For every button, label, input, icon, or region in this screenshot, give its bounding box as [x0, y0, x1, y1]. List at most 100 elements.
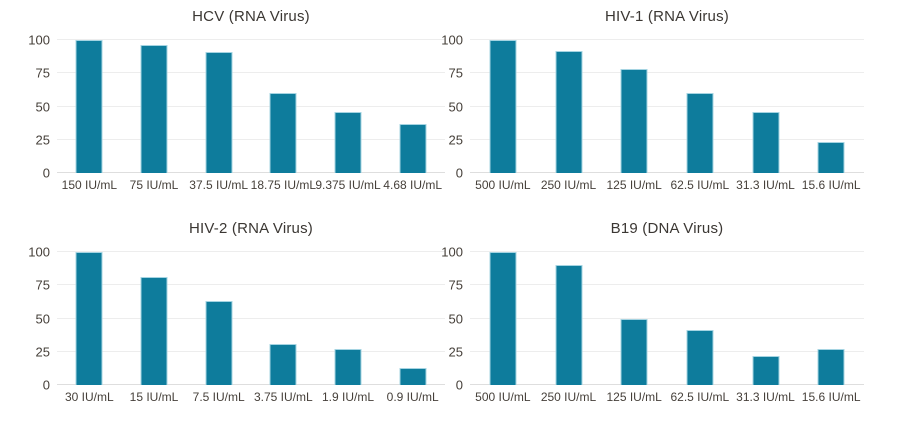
bar — [399, 123, 427, 173]
bar — [399, 367, 427, 385]
gridline — [57, 317, 445, 319]
x-axis-line — [470, 384, 864, 385]
gridline — [470, 350, 864, 352]
x-axis-category-label: 4.68 IU/mL — [383, 178, 443, 192]
x-axis-category-label: 7.5 IU/mL — [192, 390, 245, 404]
y-axis-tick-label: 25 — [448, 132, 463, 148]
gridline — [470, 251, 864, 252]
gridline — [57, 105, 445, 107]
gridline — [470, 105, 864, 107]
gridline — [470, 72, 864, 74]
chart-panel-hiv1: HIV-1 (RNA Virus) 0 25 50 75 100 500 IU/mL 250… — [441, 0, 900, 212]
gridline — [57, 39, 445, 40]
gridline — [57, 350, 445, 352]
bar — [489, 252, 517, 385]
y-axis-tick-label: 0 — [455, 377, 463, 393]
y-axis-tick-label: 0 — [42, 377, 50, 393]
y-axis-tick-label: 100 — [441, 244, 463, 260]
bar — [817, 349, 845, 385]
bar — [140, 277, 168, 385]
bar — [686, 330, 714, 385]
x-axis-category-label: 500 IU/mL — [475, 178, 531, 192]
bar — [620, 69, 648, 173]
y-axis-tick-label: 25 — [35, 132, 50, 148]
gridline — [57, 284, 445, 286]
y-axis-tick-label: 25 — [35, 344, 50, 360]
gridline — [470, 39, 864, 40]
y-axis-tick-label: 25 — [448, 344, 463, 360]
bar — [205, 51, 233, 173]
bar — [620, 318, 648, 385]
gridline — [470, 284, 864, 286]
chart-title-hiv2: HIV-2 (RNA Virus) — [189, 220, 313, 237]
bar — [205, 301, 233, 385]
bar — [269, 343, 297, 385]
bar — [269, 93, 297, 173]
x-axis-category-label: 37.5 IU/mL — [189, 178, 249, 192]
bar — [489, 40, 517, 173]
y-axis-tick-label: 50 — [448, 311, 463, 326]
chart-panel-b19: B19 (DNA Virus) 0 25 50 75 100 500 IU/mL 250 I… — [441, 212, 900, 424]
bar — [140, 45, 168, 173]
x-axis-category-label: 125 IU/mL — [606, 178, 662, 192]
y-axis-tick-label: 75 — [448, 277, 463, 293]
chart-title-hcv: HCV (RNA Virus) — [192, 8, 310, 25]
x-axis-category-label: 125 IU/mL — [606, 390, 662, 404]
bar — [686, 93, 714, 173]
y-axis-tick-label: 50 — [35, 311, 50, 326]
gridline — [57, 251, 445, 252]
x-axis-category-label: 0.9 IU/mL — [386, 390, 439, 404]
x-axis-category-label: 31.3 IU/mL — [736, 390, 795, 404]
x-axis-category-label: 75 IU/mL — [129, 178, 179, 192]
bar — [75, 252, 103, 385]
x-axis-category-label: 62.5 IU/mL — [670, 390, 730, 404]
x-axis-line — [470, 172, 864, 173]
chart-panel-hcv: HCV (RNA Virus) 0 25 50 75 100 150 IU/mL 75 IU… — [0, 0, 450, 212]
bar — [334, 111, 362, 173]
chart-title-b19: B19 (DNA Virus) — [610, 220, 724, 237]
y-axis-tick-label: 0 — [455, 165, 463, 181]
x-axis-line — [57, 384, 445, 385]
x-axis-line — [57, 172, 445, 173]
plot-area-b19: 0 25 50 75 100 500 IU/mL 250 IU/mL 125 IU/mL 62.… — [441, 246, 864, 404]
bar — [555, 50, 582, 173]
x-axis-category-label: 30 IU/mL — [64, 390, 114, 404]
y-axis-tick-label: 100 — [28, 244, 50, 260]
x-axis-category-label: 62.5 IU/mL — [670, 178, 730, 192]
x-axis-category-label: 15.6 IU/mL — [801, 390, 861, 404]
y-axis-tick-label: 50 — [448, 99, 463, 114]
y-axis-tick-label: 0 — [42, 165, 50, 181]
y-axis-tick-label: 75 — [448, 65, 463, 81]
x-axis-category-label: 1.9 IU/mL — [321, 390, 375, 404]
x-axis-category-label: 31.3 IU/mL — [736, 178, 795, 192]
bar — [752, 111, 779, 173]
plot-area-hcv: 0 25 50 75 100 150 IU/mL 75 IU/mL 37.5 IU/mL 18.… — [28, 34, 445, 192]
y-axis-tick-label: 75 — [35, 277, 50, 293]
x-axis-category-label: 250 IU/mL — [540, 178, 597, 192]
gridline — [57, 72, 445, 74]
bar — [817, 142, 845, 173]
x-axis-category-label: 15 IU/mL — [129, 390, 179, 404]
x-axis-category-label: 18.75 IU/mL — [250, 178, 317, 192]
x-axis-category-label: 500 IU/mL — [475, 390, 531, 404]
gridline — [470, 317, 864, 319]
y-axis-tick-label: 100 — [28, 32, 50, 48]
y-axis-tick-label: 50 — [35, 99, 50, 114]
y-axis-tick-label: 75 — [35, 65, 50, 81]
bar — [334, 349, 362, 385]
x-axis-category-label: 150 IU/mL — [61, 178, 118, 192]
chart-title-hiv1: HIV-1 (RNA Virus) — [605, 8, 729, 25]
gridline — [470, 138, 864, 140]
plot-area-hiv1: 0 25 50 75 100 500 IU/mL 250 IU/mL 125 IU/mL 62.… — [441, 34, 864, 192]
gridline — [57, 138, 445, 140]
x-axis-category-label: 250 IU/mL — [540, 390, 597, 404]
x-axis-category-label: 15.6 IU/mL — [801, 178, 861, 192]
bar — [75, 40, 103, 173]
chart-panel-hiv2: HIV-2 (RNA Virus) 0 25 50 75 100 30 IU/mL 15 I… — [0, 212, 450, 424]
bar — [555, 265, 582, 385]
plot-area-hiv2: 0 25 50 75 100 30 IU/mL 15 IU/mL 7.5 IU/mL 3.75 … — [28, 246, 445, 404]
x-axis-category-label: 3.75 IU/mL — [253, 390, 313, 404]
y-axis-tick-label: 100 — [441, 32, 463, 48]
bar — [752, 355, 779, 385]
